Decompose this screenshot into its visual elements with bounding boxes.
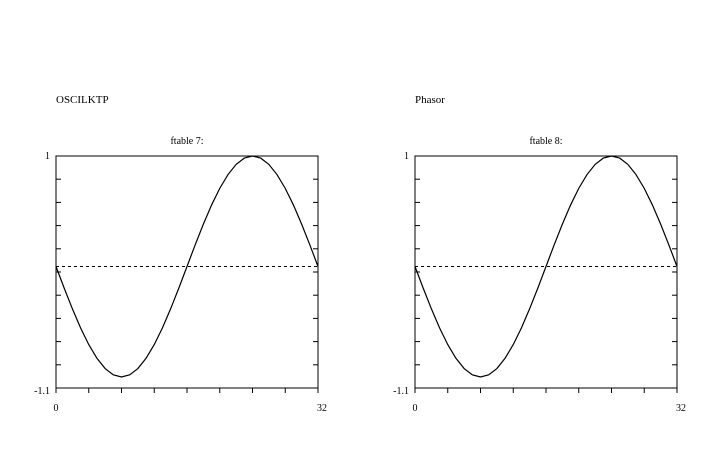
y-tick-label-max: 1 [404, 151, 409, 162]
x-tick-label-max: 32 [317, 403, 327, 414]
x-tick-label-max: 32 [676, 403, 686, 414]
series-line-0 [55, 155, 319, 378]
chart-title: ftable 7: [170, 136, 203, 147]
series-line-0 [414, 155, 678, 378]
plot-frame [414, 155, 678, 389]
panel-heading-oscilktp: OSCILKTP [56, 94, 109, 106]
y-tick-label-min: -1.1 [34, 386, 50, 397]
chart-title: ftable 8: [529, 136, 562, 147]
panel-heading-phasor: Phasor [415, 94, 445, 106]
chart-ftable-8: ftable 8: 1 -1.1 0 32 [393, 136, 686, 414]
x-tick-label-min: 0 [413, 403, 418, 414]
y-tick-label-min: -1.1 [393, 386, 409, 397]
chart-ftable-7: ftable 7: 1 -1.1 0 32 [34, 136, 327, 414]
y-tick-label-max: 1 [45, 151, 50, 162]
plot-frame [55, 155, 319, 389]
x-tick-label-min: 0 [54, 403, 59, 414]
